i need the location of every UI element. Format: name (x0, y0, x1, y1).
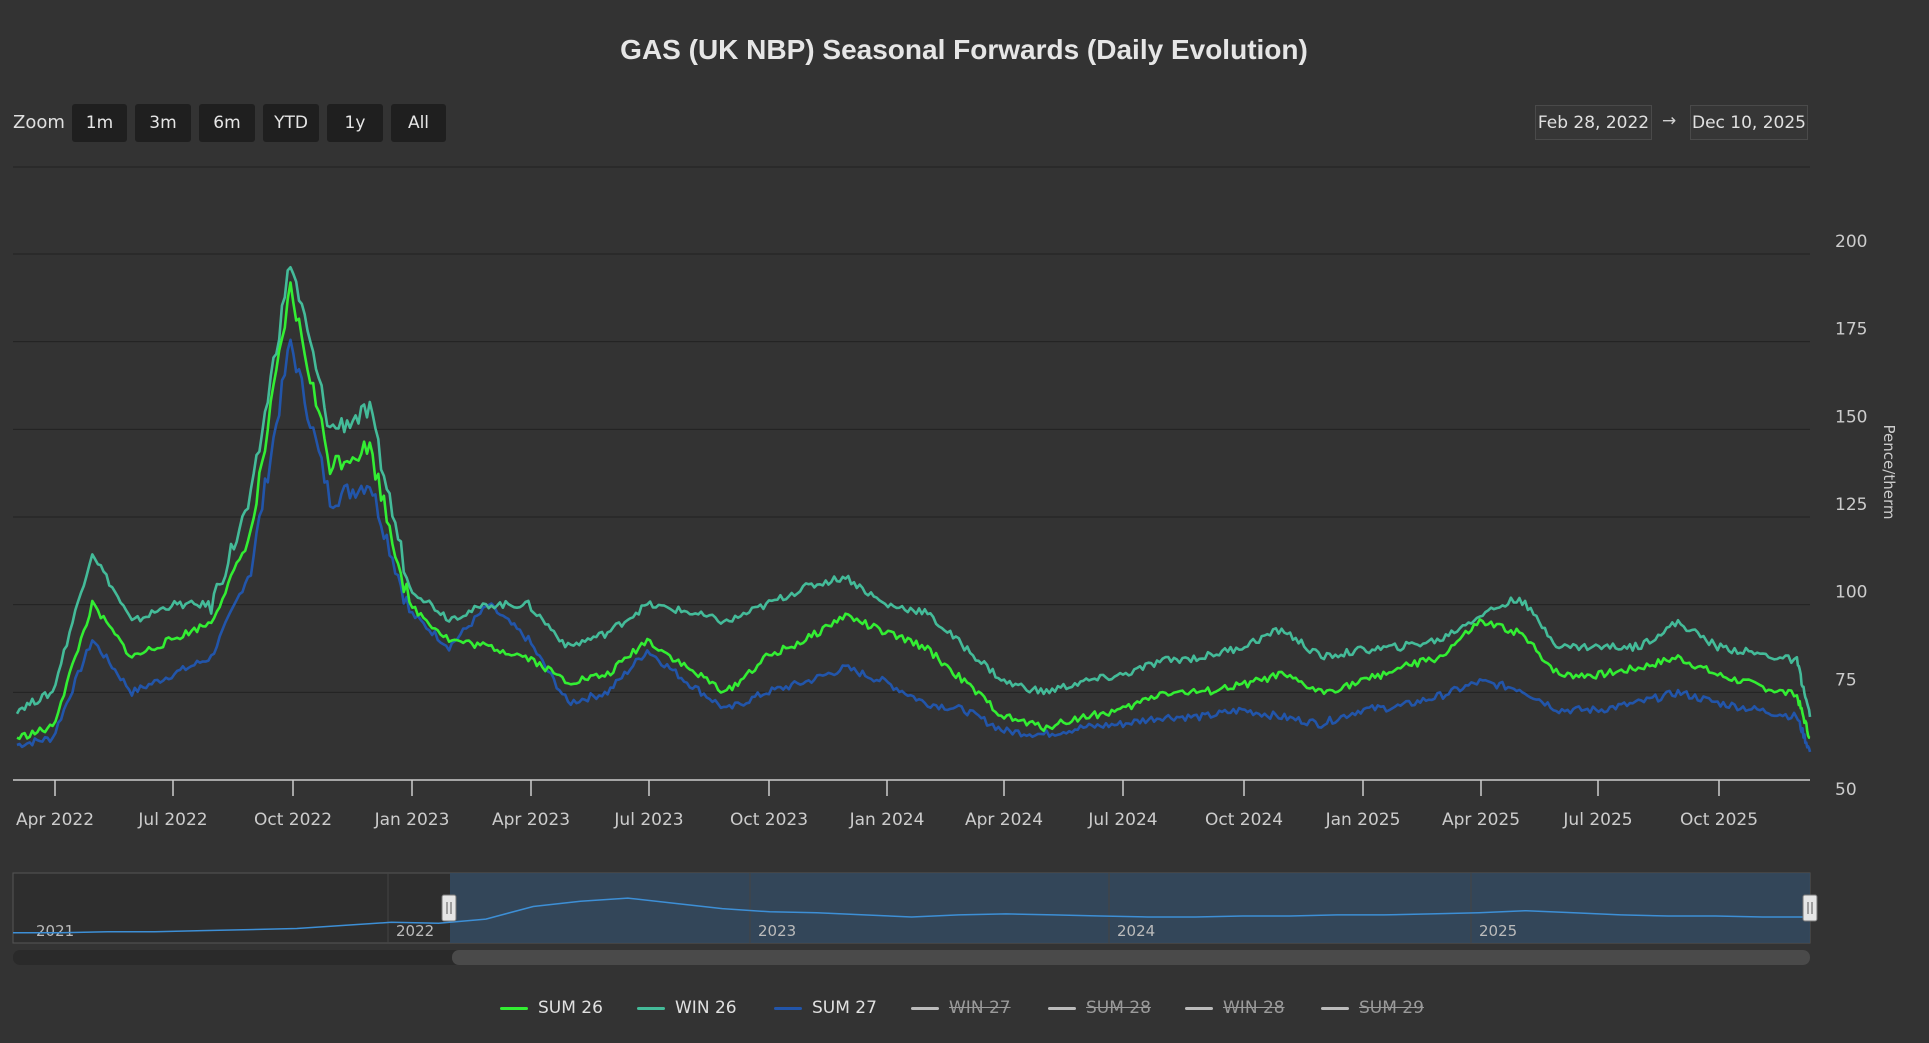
series-line-sum-26[interactable] (16, 281, 1811, 741)
navigator-year-label: 2021 (36, 922, 74, 940)
legend-swatch-icon (1185, 1006, 1213, 1010)
zoom-label: Zoom (13, 112, 65, 133)
range-from-input[interactable]: Feb 28, 2022 (1535, 105, 1652, 140)
x-tick-label: Jul 2023 (613, 810, 683, 830)
legend-label: SUM 27 (812, 998, 877, 1018)
navigator-year-label: 2023 (758, 922, 796, 940)
series-line-sum-27[interactable] (16, 338, 1812, 753)
navigator-selected-range[interactable] (450, 873, 1810, 943)
y-axis-label: Pence/therm (1880, 425, 1898, 520)
x-tick-label: Oct 2025 (1680, 810, 1758, 830)
x-tick-label: Apr 2025 (1442, 810, 1520, 830)
legend-item-win-28[interactable]: WIN 28 (1185, 996, 1285, 1020)
y-tick-label: 50 (1835, 780, 1857, 800)
legend-label: SUM 28 (1086, 998, 1151, 1018)
legend: SUM 26 WIN 26 SUM 27 WIN 27 SUM 28 WIN 28 SUM … (0, 996, 1929, 1026)
y-tick-label: 175 (1835, 320, 1867, 340)
x-axis: Apr 2022 Jul 2022 Oct 2022 Jan 2023 Apr 2023… (13, 779, 1810, 830)
legend-item-sum-27[interactable]: SUM 27 (774, 996, 877, 1020)
grid-lines (13, 166, 1810, 693)
legend-swatch-icon (500, 1006, 528, 1010)
zoom-ytd-button[interactable]: YTD (263, 104, 319, 142)
x-tick-label: Apr 2022 (16, 810, 94, 830)
x-tick-label: Jul 2024 (1087, 810, 1157, 830)
legend-item-win-27[interactable]: WIN 27 (911, 996, 1011, 1020)
navigator-labels: 2021 2022 2023 2024 2025 (36, 873, 1517, 943)
zoom-6m-button[interactable]: 6m (199, 104, 255, 142)
navigator-series-line (13, 897, 1810, 934)
legend-swatch-icon (774, 1006, 802, 1010)
navigator-handle-left[interactable] (441, 894, 457, 922)
zoom-3m-button[interactable]: 3m (135, 104, 191, 142)
x-tick-label: Jul 2025 (1562, 810, 1632, 830)
zoom-1m-button[interactable]: 1m (72, 104, 127, 142)
x-tick-label: Jan 2025 (1325, 810, 1401, 830)
legend-swatch-icon (1321, 1006, 1349, 1010)
navigator-year-label: 2024 (1117, 922, 1155, 940)
series-line-win-26[interactable] (15, 266, 1812, 718)
zoom-all-button[interactable]: All (391, 104, 446, 142)
x-tick-label: Oct 2022 (254, 810, 332, 830)
navigator[interactable]: 2021 2022 2023 2024 2025 (12, 872, 1818, 965)
series-lines (15, 266, 1812, 753)
x-tick-label: Jan 2024 (849, 810, 925, 830)
legend-swatch-icon (911, 1006, 939, 1010)
y-tick-label: 125 (1835, 495, 1867, 515)
x-tick-label: Apr 2024 (965, 810, 1043, 830)
x-tick-label: Jan 2023 (374, 810, 450, 830)
legend-swatch-icon (1048, 1006, 1076, 1010)
range-arrow-icon: → (1662, 111, 1677, 131)
legend-item-win-26[interactable]: WIN 26 (637, 996, 737, 1020)
legend-item-sum-26[interactable]: SUM 26 (500, 996, 603, 1020)
x-tick-label: Oct 2023 (730, 810, 808, 830)
x-tick-label: Apr 2023 (492, 810, 570, 830)
navigator-year-label: 2022 (396, 922, 434, 940)
y-tick-label: 150 (1835, 407, 1867, 427)
legend-label: WIN 28 (1223, 998, 1285, 1018)
legend-label: SUM 29 (1359, 998, 1424, 1018)
navigator-handle-right[interactable] (1802, 894, 1818, 922)
navigator-year-label: 2025 (1479, 922, 1517, 940)
legend-label: SUM 26 (538, 998, 603, 1018)
legend-item-sum-28[interactable]: SUM 28 (1048, 996, 1151, 1020)
legend-item-sum-29[interactable]: SUM 29 (1321, 996, 1424, 1020)
scrollbar-thumb[interactable] (452, 950, 1810, 965)
x-tick-label: Oct 2024 (1205, 810, 1283, 830)
y-axis-ticks: 50 75 100 125 150 175 200 (1835, 232, 1867, 800)
y-tick-label: 200 (1835, 232, 1867, 252)
x-tick-label: Jul 2022 (137, 810, 207, 830)
chart-title: GAS (UK NBP) Seasonal Forwards (Daily Ev… (620, 34, 1308, 65)
range-to-input[interactable]: Dec 10, 2025 (1690, 105, 1808, 140)
y-tick-label: 100 (1835, 583, 1867, 603)
y-tick-label: 75 (1835, 670, 1857, 690)
legend-label: WIN 26 (675, 998, 737, 1018)
legend-label: WIN 27 (949, 998, 1011, 1018)
legend-swatch-icon (637, 1006, 665, 1010)
zoom-1y-button[interactable]: 1y (327, 104, 383, 142)
